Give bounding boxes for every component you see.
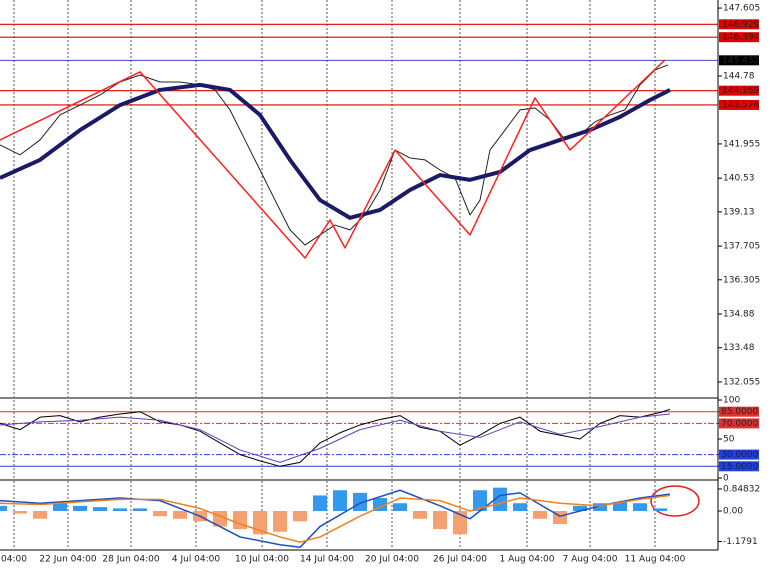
y-tick-label: 144.78 xyxy=(723,71,755,81)
histogram-bar xyxy=(93,507,107,511)
price-level-box xyxy=(719,55,759,66)
histogram-bar xyxy=(573,505,587,511)
level-label-box xyxy=(719,461,759,472)
histogram-bar xyxy=(373,498,387,511)
histogram-bar xyxy=(593,503,607,511)
x-tick-label: 11 Aug 04:00 xyxy=(625,555,686,565)
histogram-bar xyxy=(173,510,187,519)
histogram-bar xyxy=(353,492,367,511)
y-tick-label: 30.0000 xyxy=(721,450,758,460)
price-level-label: 146.394 xyxy=(722,33,759,43)
y-tick-label: 132.055 xyxy=(723,377,760,387)
y-tick-label: -1.1791 xyxy=(723,537,758,547)
y-tick-label: 136.305 xyxy=(723,275,760,285)
y-tick-label: 137.705 xyxy=(723,242,760,252)
y-tick-label: 134.88 xyxy=(723,310,755,320)
y-tick-label: 141.955 xyxy=(723,139,760,149)
histogram-bar xyxy=(0,505,7,511)
y-tick-label: 50 xyxy=(723,435,735,445)
histogram-bar xyxy=(393,503,407,511)
histogram-bar xyxy=(493,487,507,511)
price-level-box xyxy=(719,19,759,30)
histogram-bar xyxy=(513,503,527,511)
series-line xyxy=(0,408,671,467)
x-tick-label: 04:00 xyxy=(1,555,27,565)
x-tick-label: 1 Aug 04:00 xyxy=(500,555,555,565)
x-tick-label: 14 Jul 04:00 xyxy=(300,555,354,565)
level-label-box xyxy=(719,418,759,429)
price-level-box xyxy=(719,99,759,110)
histogram-bar xyxy=(433,510,447,530)
histogram-bar xyxy=(473,490,487,511)
histogram-bar xyxy=(73,505,87,511)
histogram-bar xyxy=(533,510,547,519)
y-tick-label: 139.13 xyxy=(723,207,755,217)
x-tick-label: 10 Jul 04:00 xyxy=(235,555,289,565)
series-line xyxy=(0,489,671,549)
y-tick-label: 0.00 xyxy=(723,506,743,516)
histogram-bar xyxy=(233,510,247,530)
y-tick-label: 147.605 xyxy=(723,4,760,14)
level-label-box xyxy=(719,406,759,417)
price-level-box xyxy=(719,85,759,96)
histogram-bar xyxy=(613,501,627,511)
highlight-circle xyxy=(650,485,700,517)
histogram-bar xyxy=(653,508,667,511)
histogram-bar xyxy=(113,508,127,511)
series-line xyxy=(0,82,671,220)
series-line xyxy=(0,494,671,543)
histogram-bar xyxy=(133,508,147,511)
histogram-bar xyxy=(333,490,347,511)
y-tick-label: 0 xyxy=(723,474,729,484)
price-level-label: 146.929 xyxy=(722,20,759,30)
price-level-label: 144.169 xyxy=(722,86,759,96)
histogram-bar xyxy=(453,510,467,535)
histogram-bar xyxy=(33,510,47,519)
x-tick-label: 4 Jul 04:00 xyxy=(172,555,221,565)
histogram-bar xyxy=(413,510,427,519)
price-level-box xyxy=(719,32,759,43)
y-tick-label: 15.0000 xyxy=(721,462,758,472)
x-tick-label: 26 Jul 04:00 xyxy=(433,555,487,565)
y-tick-label: 85.0000 xyxy=(721,407,758,417)
histogram-bar xyxy=(153,510,167,517)
x-tick-label: 22 Jun 04:00 xyxy=(39,555,96,565)
series-line xyxy=(0,413,671,463)
histogram-bar xyxy=(633,503,647,511)
histogram-bar xyxy=(53,503,67,511)
price-level-label: 143.576 xyxy=(722,100,759,110)
x-tick-label: 28 Jun 04:00 xyxy=(102,555,159,565)
histogram-bar xyxy=(293,510,307,522)
y-tick-label: 100 xyxy=(723,396,740,406)
y-tick-label: 70.0000 xyxy=(721,419,758,429)
histogram-bar xyxy=(273,510,287,532)
y-tick-label: 0.84832 xyxy=(723,485,760,495)
x-tick-label: 20 Jul 04:00 xyxy=(365,555,419,565)
series-line xyxy=(0,59,666,259)
histogram-bar xyxy=(313,495,327,511)
y-tick-label: 133.48 xyxy=(723,343,755,353)
histogram-bar xyxy=(253,510,267,535)
x-tick-label: 7 Aug 04:00 xyxy=(563,555,618,565)
level-label-box xyxy=(719,449,759,460)
price-level-label: 145.432 xyxy=(722,56,759,66)
y-tick-label: 140.53 xyxy=(723,174,755,184)
histogram-bar xyxy=(13,510,27,514)
